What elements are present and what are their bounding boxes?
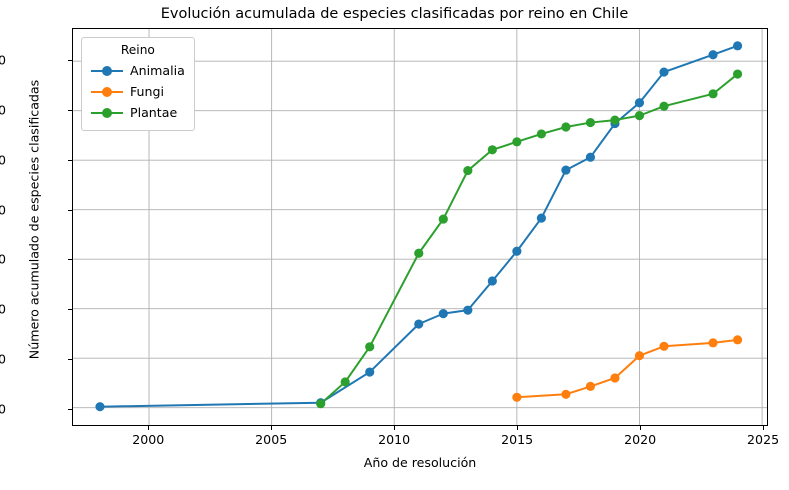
y-tick-label: 200 [0, 301, 6, 317]
legend-rows: Animalia Fungi Plantae [91, 60, 185, 123]
data-point-animalia [414, 319, 424, 329]
data-point-plantae [634, 111, 645, 121]
x-tick-label: 2025 [747, 432, 780, 447]
data-point-animalia [536, 213, 546, 223]
data-point-fungi [561, 389, 571, 399]
data-point-fungi [610, 373, 620, 383]
data-point-fungi [512, 392, 522, 402]
data-point-plantae [708, 89, 718, 99]
data-point-plantae [610, 115, 620, 125]
x-tick-label: 2020 [624, 432, 657, 447]
y-tick-mark [68, 358, 72, 360]
data-point-animalia [487, 276, 497, 286]
y-tick-mark [68, 259, 72, 261]
x-tick-mark [763, 426, 765, 430]
data-point-fungi [659, 341, 669, 351]
series-line-plantae [319, 73, 739, 405]
x-tick-mark [640, 426, 642, 430]
series-line-animalia [98, 44, 739, 408]
data-point-animalia [708, 50, 718, 60]
y-tick-label: 700 [0, 52, 6, 68]
data-point-plantae [463, 165, 473, 176]
data-point-animalia [95, 402, 105, 412]
legend-label: Plantae [130, 105, 178, 120]
x-tick-label: 2000 [132, 432, 165, 447]
y-tick-label: 300 [0, 251, 6, 267]
data-point-plantae [487, 145, 497, 155]
data-point-plantae [316, 399, 326, 409]
data-point-plantae [512, 137, 522, 147]
y-tick-mark [68, 110, 72, 112]
data-point-animalia [561, 165, 571, 175]
data-point-plantae [732, 69, 743, 79]
data-point-fungi [708, 338, 718, 348]
y-tick-label: 0 [0, 401, 6, 417]
data-point-plantae [659, 101, 669, 111]
data-point-animalia [463, 305, 473, 315]
data-point-plantae [365, 342, 375, 352]
x-tick-mark [148, 426, 150, 430]
legend-item-fungi[interactable]: Fungi [91, 81, 185, 102]
data-point-animalia [512, 246, 522, 256]
x-tick-mark [271, 426, 273, 430]
data-point-animalia [438, 309, 448, 319]
legend-label: Fungi [130, 84, 165, 99]
data-point-animalia [585, 152, 596, 162]
legend-marker-icon [91, 64, 123, 78]
data-point-plantae [561, 122, 571, 132]
y-tick-label: 600 [0, 102, 6, 118]
chart-title: Evolución acumulada de especies clasific… [160, 6, 629, 22]
x-tick-label: 2015 [501, 432, 534, 447]
data-point-fungi [585, 381, 596, 391]
legend-item-animalia[interactable]: Animalia [91, 60, 185, 81]
data-point-animalia [634, 98, 645, 108]
y-tick-label: 500 [0, 152, 6, 168]
x-tick-label: 2010 [378, 432, 411, 447]
x-tick-mark [517, 426, 519, 430]
data-point-plantae [438, 214, 448, 224]
data-point-plantae [414, 248, 424, 258]
y-tick-mark [68, 209, 72, 211]
y-tick-mark [68, 159, 72, 161]
legend-title: Reino [120, 43, 155, 57]
y-tick-mark [68, 408, 72, 410]
data-point-plantae [536, 129, 546, 139]
data-point-animalia [365, 367, 375, 377]
data-series-layer [95, 41, 743, 412]
x-tick-label: 2005 [255, 432, 288, 447]
series-line-fungi [515, 338, 739, 399]
legend: Reino Animalia Fungi Plantae [81, 37, 195, 131]
data-point-plantae [585, 117, 596, 128]
legend-item-plantae[interactable]: Plantae [91, 102, 185, 123]
data-point-animalia [659, 67, 669, 77]
y-tick-mark [68, 309, 72, 311]
legend-marker-icon [91, 85, 123, 99]
legend-label: Animalia [130, 63, 185, 78]
data-point-fungi [732, 335, 743, 345]
x-axis-label: Año de resolución [363, 455, 477, 470]
y-tick-label: 100 [0, 351, 6, 367]
y-tick-label: 400 [0, 202, 6, 218]
y-tick-mark [68, 60, 72, 62]
data-point-fungi [634, 351, 645, 361]
data-point-plantae [340, 377, 350, 387]
x-tick-mark [394, 426, 396, 430]
data-point-animalia [732, 41, 743, 51]
y-axis-label: Número acumulado de especies clasificada… [26, 79, 42, 360]
legend-marker-icon [91, 106, 123, 120]
